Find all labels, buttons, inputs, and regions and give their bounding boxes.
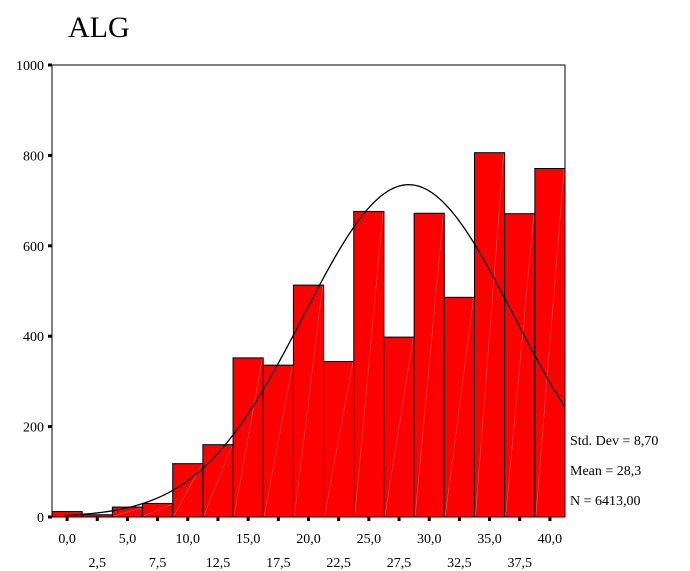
x-tick-label: 0,0: [58, 532, 76, 547]
x-tick-label: 5,0: [119, 532, 137, 547]
y-tick-label: 600: [23, 240, 44, 255]
bar-highlight: [414, 214, 444, 517]
normal-curve-group: [64, 184, 566, 517]
x-tick-label: 30,0: [417, 532, 442, 547]
bar-highlight: [263, 366, 293, 517]
bars-group: [51, 152, 566, 518]
bar-highlight: [444, 298, 474, 517]
n-label: N = 6413,00: [570, 494, 641, 509]
x-tick-label: 32,5: [447, 556, 472, 571]
chart-title: ALG: [68, 11, 130, 44]
bar-highlight: [143, 504, 172, 517]
x-tick-label: 2,5: [89, 556, 107, 571]
bar-highlight: [233, 358, 263, 517]
y-tick-label: 0: [37, 511, 44, 526]
histogram-bar: [383, 336, 415, 518]
bar-highlight: [294, 286, 323, 517]
y-tick-label: 800: [23, 149, 44, 164]
y-axis: 0 200 400 600 800 1000: [16, 59, 52, 526]
y-tick-label: 1000: [16, 59, 44, 74]
x-tick-label: 25,0: [357, 532, 382, 547]
std-dev-label: Std. Dev = 8,70: [570, 434, 658, 449]
y-tick-label: 200: [23, 421, 44, 436]
y-tick-label: 400: [23, 330, 44, 345]
x-tick-label: 27,5: [387, 556, 412, 571]
x-tick-label: 37,5: [507, 556, 532, 571]
statistics-legend: Std. Dev = 8,70 Mean = 28,3 N = 6413,00: [570, 434, 658, 509]
bar-highlight: [535, 169, 565, 517]
x-axis: 0,0 5,0 10,0 15,0 20,0 25,0 30,0 35,0 40,0 2,5 7,5…: [58, 517, 562, 571]
mean-label: Mean = 28,3: [570, 464, 641, 479]
bar-highlight: [475, 153, 504, 517]
bar-highlight: [324, 362, 354, 517]
x-tick-label: 17,5: [266, 556, 291, 571]
x-tick-label: 20,0: [296, 532, 321, 547]
normal-curve: [64, 184, 566, 517]
x-tick-label: 7,5: [149, 556, 167, 571]
bar-highlight: [203, 445, 233, 517]
bar-highlight: [505, 214, 535, 517]
bar-highlight: [354, 212, 384, 517]
bar-highlight: [113, 507, 142, 517]
bar-highlight: [384, 338, 414, 517]
x-tick-label: 10,0: [176, 532, 201, 547]
x-tick-label: 40,0: [538, 532, 563, 547]
x-tick-label: 22,5: [326, 556, 351, 571]
x-tick-label: 15,0: [236, 532, 261, 547]
x-tick-label: 35,0: [477, 532, 502, 547]
x-tick-label: 12,5: [206, 556, 231, 571]
